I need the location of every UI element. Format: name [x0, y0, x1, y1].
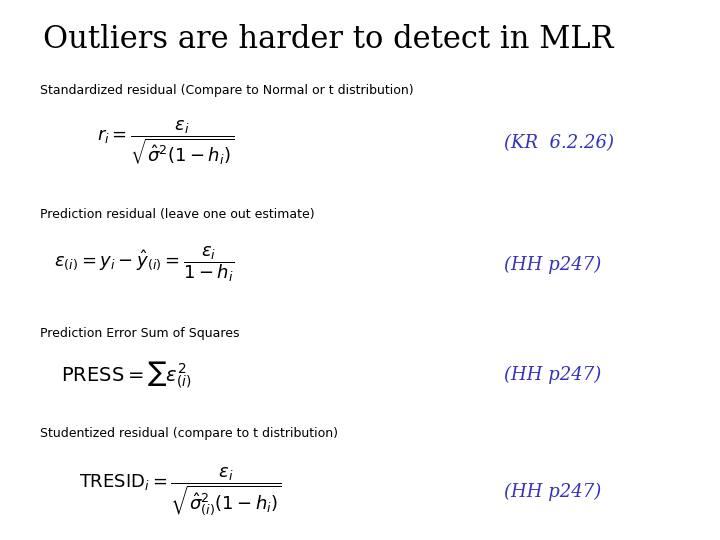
Text: Prediction Error Sum of Squares: Prediction Error Sum of Squares: [40, 327, 239, 340]
Text: Outliers are harder to detect in MLR: Outliers are harder to detect in MLR: [43, 24, 613, 55]
Text: $\varepsilon_{(i)} = y_i - \hat{y}_{(i)} = \dfrac{\varepsilon_i}{1 - h_i}$: $\varepsilon_{(i)} = y_i - \hat{y}_{(i)}…: [54, 245, 234, 285]
Text: (HH p247): (HH p247): [504, 255, 601, 274]
Text: $r_i = \dfrac{\varepsilon_i}{\sqrt{\hat{\sigma}^2(1 - h_i)}}$: $r_i = \dfrac{\varepsilon_i}{\sqrt{\hat{…: [97, 119, 235, 167]
Text: (KR  6.2.26): (KR 6.2.26): [504, 134, 614, 152]
Text: (HH p247): (HH p247): [504, 482, 601, 501]
Text: (HH p247): (HH p247): [504, 366, 601, 384]
Text: Standardized residual (Compare to Normal or t distribution): Standardized residual (Compare to Normal…: [40, 84, 413, 97]
Text: $\mathrm{PRESS} = \sum \varepsilon^2_{(i)}$: $\mathrm{PRESS} = \sum \varepsilon^2_{(i…: [61, 360, 192, 390]
Text: $\mathrm{TRESID}_i = \dfrac{\varepsilon_i}{\sqrt{\hat{\sigma}^2_{(i)}(1 - h_i)}}: $\mathrm{TRESID}_i = \dfrac{\varepsilon_…: [79, 465, 282, 517]
Text: Prediction residual (leave one out estimate): Prediction residual (leave one out estim…: [40, 208, 314, 221]
Text: Studentized residual (compare to t distribution): Studentized residual (compare to t distr…: [40, 427, 338, 440]
